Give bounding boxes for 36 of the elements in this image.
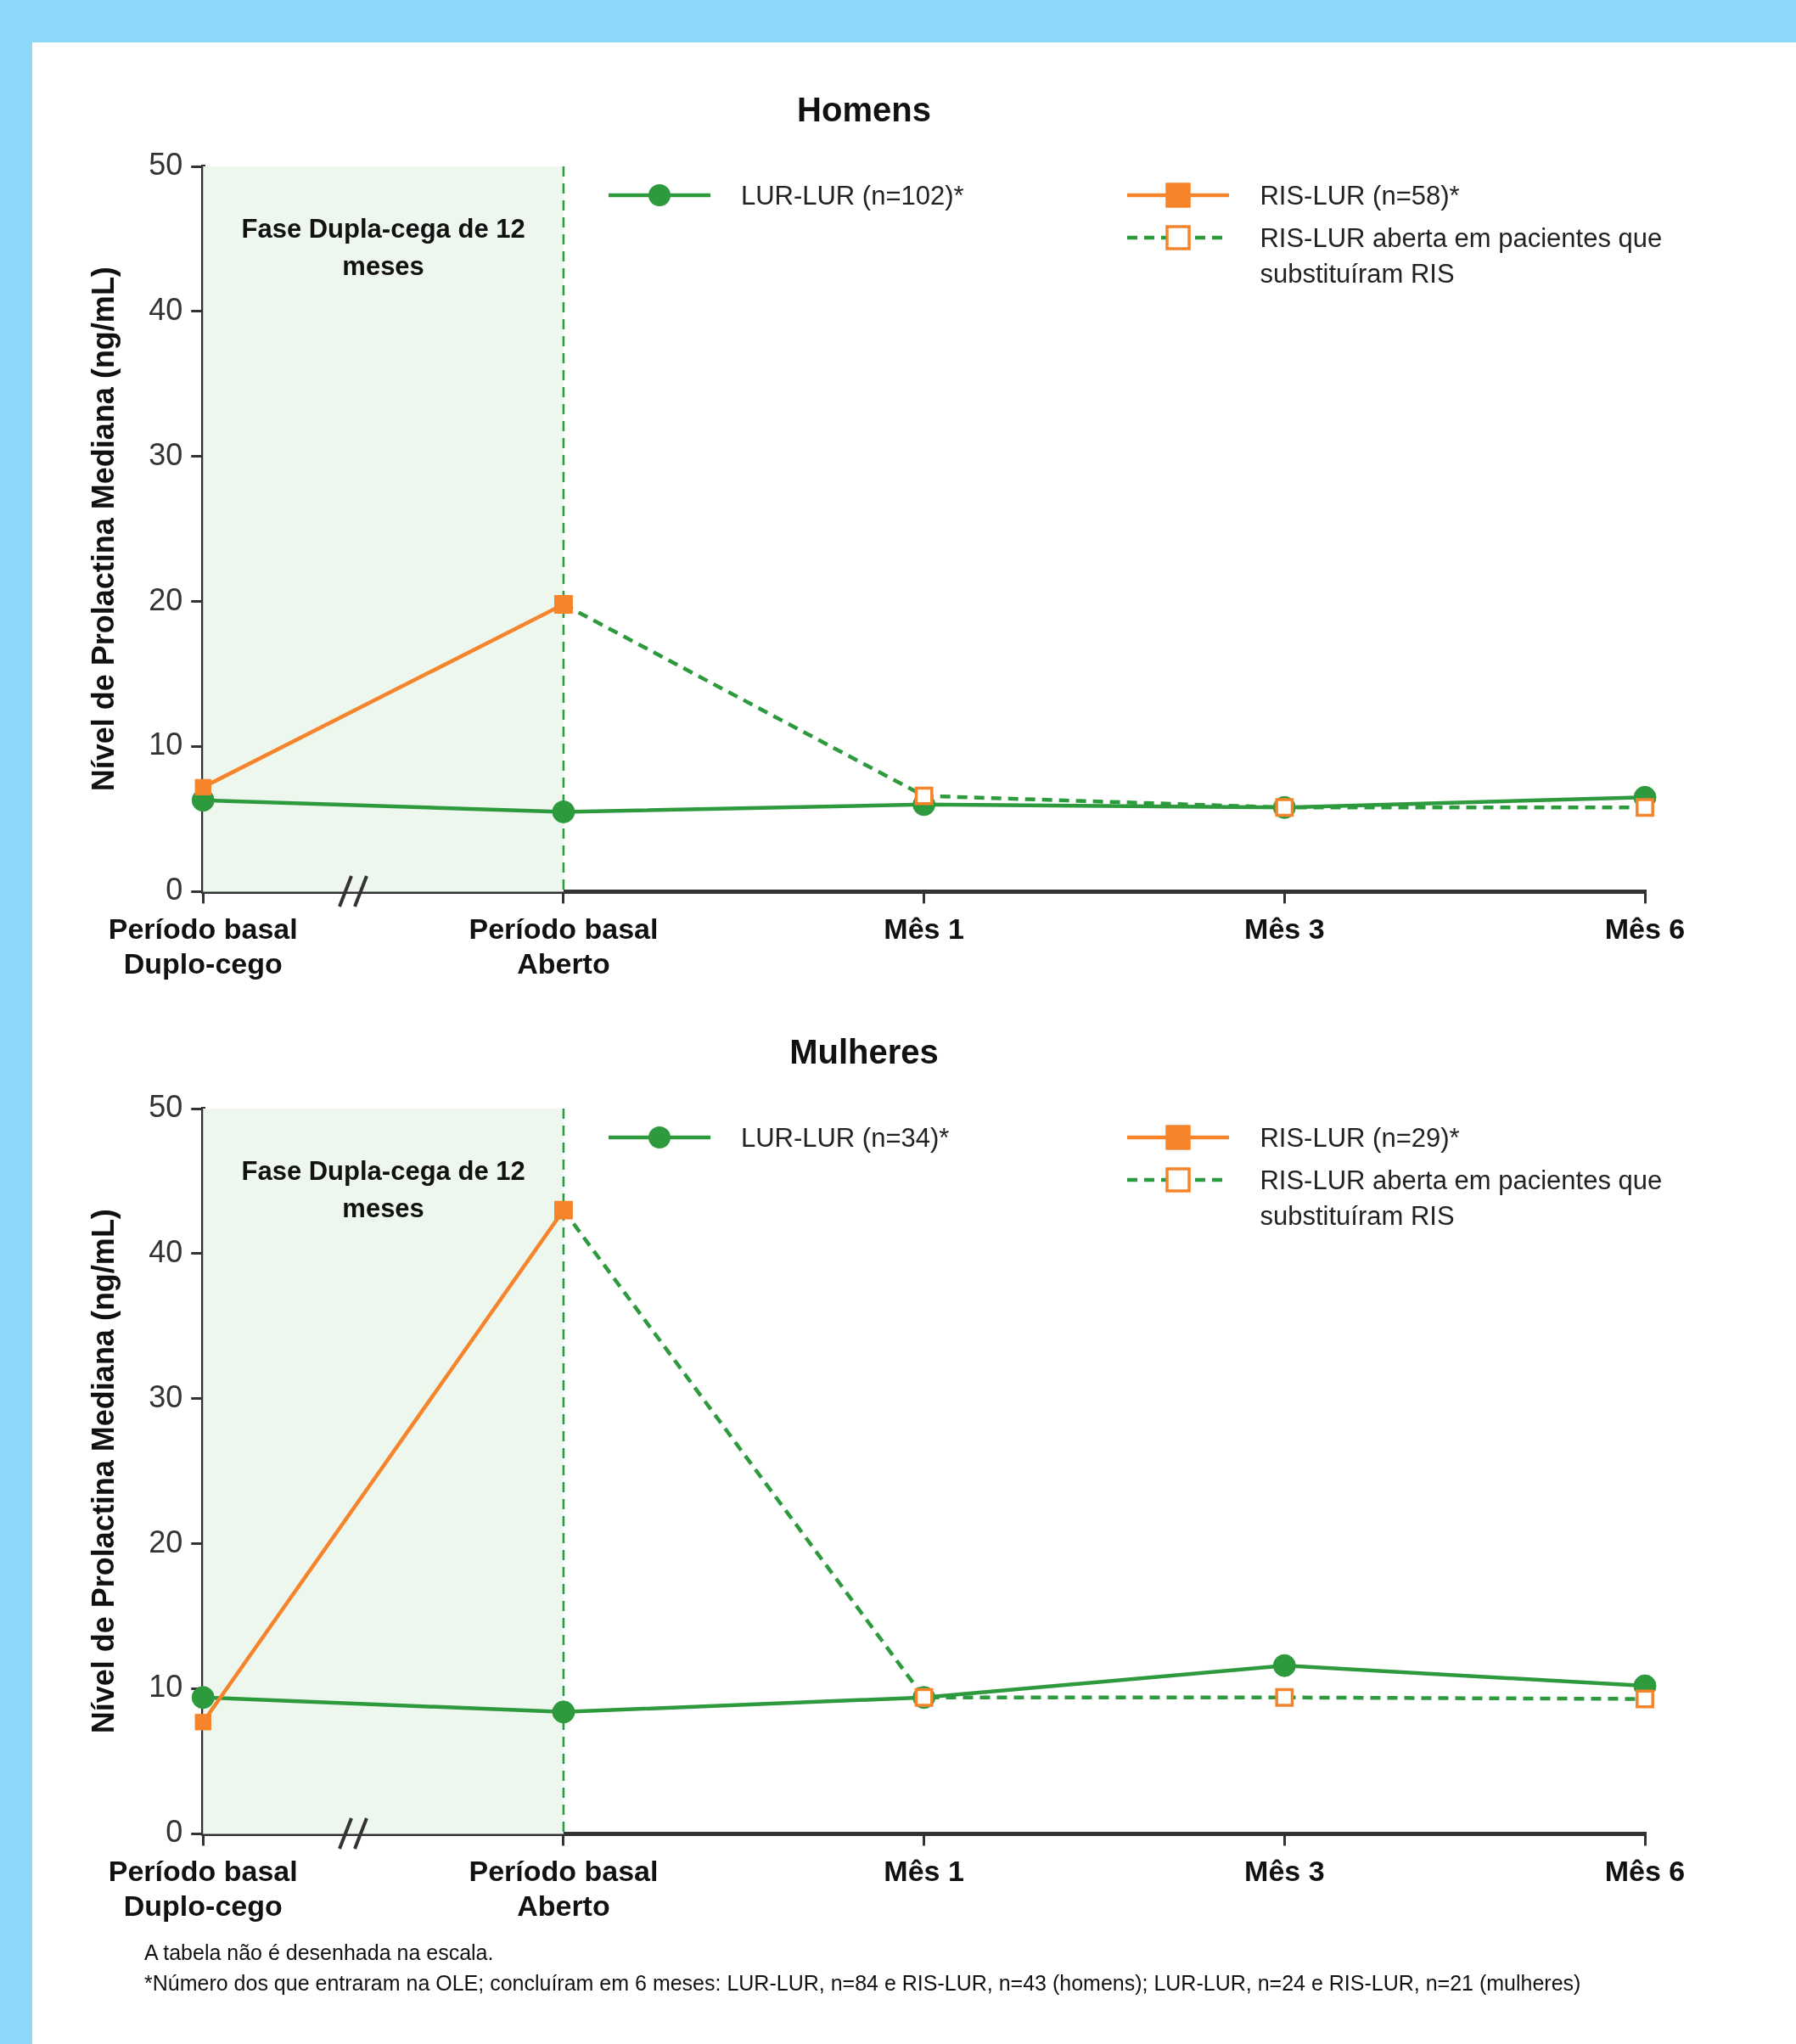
band-label: Fase Dupla-cega de 12 meses (241, 213, 525, 281)
legend-label: LUR-LUR (n=34)* (740, 1122, 950, 1154)
y-tick-label: 20 (149, 1524, 183, 1559)
y-axis-title: Nível de Prolactina Mediana (ng/mL) (85, 267, 121, 792)
chart-title: Mulheres (789, 1033, 939, 1071)
legend-label: RIS-LUR (n=58)* (1260, 180, 1460, 212)
text: *Número dos que entraram na OLE; concluíram em 6 meses: LUR-LUR, n=84 e RIS-LUR, n=43 (homens); LUR-LUR, n=24 e RIS-LUR, n=21 (mulheres) (144, 1970, 1581, 1996)
x-tick-label: Mês 3 (1244, 912, 1325, 946)
y-tick-label: 30 (149, 1379, 183, 1414)
x-tick-label: Mês 6 (1604, 912, 1686, 946)
x-tick-label: Mês 3 (1244, 1855, 1325, 1888)
x-tick-label: Mês 6 (1604, 1855, 1686, 1888)
legend-label: LUR-LUR (n=102)* (740, 180, 964, 212)
x-tick-label: Período basal Duplo-cego (108, 912, 298, 980)
y-tick-label: 0 (166, 1814, 183, 1850)
y-tick-label: 20 (149, 581, 183, 617)
x-tick-label: Mês 1 (884, 912, 964, 946)
x-tick-label: Período basal Aberto (469, 912, 659, 980)
y-tick-label: 50 (149, 1088, 183, 1124)
y-axis-title: Nível de Prolactina Mediana (ng/mL) (85, 1209, 121, 1734)
y-tick-label: 30 (149, 436, 183, 472)
legend-label: RIS-LUR (n=29)* (1260, 1122, 1460, 1154)
x-tick-label: Período basal Duplo-cego (108, 1855, 298, 1922)
x-tick-label: Mês 1 (884, 1855, 964, 1888)
y-tick-label: 50 (149, 146, 183, 182)
x-tick-label: Período basal Aberto (469, 1855, 659, 1922)
y-tick-label: 10 (149, 1669, 183, 1704)
band-label: Fase Dupla-cega de 12 meses (241, 1155, 525, 1223)
y-tick-label: 40 (149, 1233, 183, 1269)
legend-label: RIS-LUR aberta em pacientes que substituíram RIS (1260, 222, 1664, 290)
y-tick-label: 10 (149, 727, 183, 762)
text: A tabela não é desenhada na escala. (144, 1940, 495, 1966)
y-tick-label: 0 (166, 872, 183, 907)
chart-title: Homens (797, 91, 931, 129)
y-tick-label: 40 (149, 291, 183, 327)
legend-label: RIS-LUR aberta em pacientes que substituíram RIS (1260, 1165, 1664, 1233)
